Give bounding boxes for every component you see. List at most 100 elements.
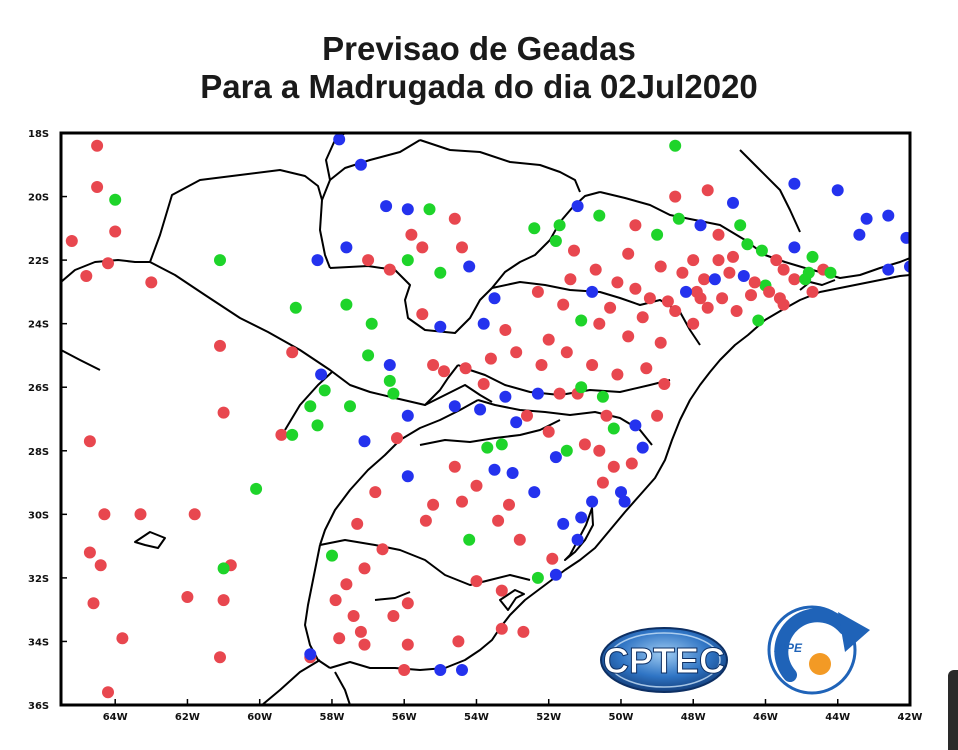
station-red-71 [513,533,526,546]
station-red-84 [593,444,606,457]
station-red-214 [448,212,461,225]
mar-chiquita-lagoon [134,531,166,549]
station-red-138 [687,317,700,330]
station-red-44 [340,578,353,591]
patos-lagoon [564,507,594,561]
station-red-160 [568,244,580,257]
station-red-215 [456,241,468,254]
station-red-18 [275,428,288,441]
station-green-17 [311,419,324,432]
station-green-206 [423,203,436,216]
lat-tick-label: 20S [28,193,49,204]
lon-tick-label: 52W [536,712,561,723]
longitude-axis: 64W 62W 60W 58W 56W 54W 52W 50W 48W 46W 44W 42W [103,699,922,723]
border-uruguay-inner [374,591,411,601]
station-blue-177 [831,184,844,197]
coast-rio-de-la-plata [329,274,910,671]
station-red-48 [347,610,360,622]
station-red-145 [788,273,801,286]
station-blue-76 [586,495,599,508]
station-red-70 [503,498,515,511]
station-green-21 [362,349,375,362]
cptec-logo: CPTEC [600,627,728,693]
station-red-166 [629,219,642,232]
station-blue-223 [358,435,371,448]
station-red-148 [654,260,667,273]
station-red-129 [593,317,606,330]
station-green-26 [365,317,378,330]
station-red-12 [83,435,96,448]
lat-tick-label: 32S [28,574,49,585]
station-red-46 [376,543,389,556]
station-blue-97 [531,387,544,400]
station-green-154 [755,244,768,257]
station-red-136 [636,311,649,324]
station-markers [65,133,910,699]
station-red-85 [607,460,620,473]
station-green-168 [672,212,685,225]
station-red-10 [214,339,226,352]
station-red-114 [535,359,548,371]
station-red-52 [387,610,400,622]
station-red-103 [651,409,664,422]
station-red-210 [383,263,396,276]
station-red-128 [654,336,667,349]
station-blue-104 [510,416,523,429]
station-blue-216 [463,260,476,273]
station-red-47 [329,594,342,607]
station-red-92 [369,486,382,499]
station-blue-204 [380,200,393,213]
station-red-155 [770,254,783,267]
station-red-0 [91,139,104,152]
station-green-209 [401,254,414,267]
station-green-167 [651,228,664,241]
station-blue-156 [788,241,801,254]
border-argentina-south [261,659,321,705]
station-blue-198 [586,285,599,298]
map-boundaries [61,133,910,705]
inpe-logo-text: INPE [774,641,803,655]
station-blue-191 [708,273,721,286]
station-blue-164 [571,200,584,213]
station-red-3 [65,235,78,247]
station-red-201 [687,254,700,267]
station-red-59 [495,622,508,635]
station-blue-75 [575,511,588,524]
lon-tick-label: 48W [681,712,706,723]
station-red-220 [427,359,440,371]
latitude-axis: 18S 20S 22S 24S 26S 28S 30S 32S 34S 36S [28,129,67,712]
mirim-lagoon [499,589,525,611]
station-green-25 [340,298,353,311]
lat-tick-label: 36S [28,701,49,712]
station-blue-178 [860,212,873,225]
station-blue-213 [311,254,324,267]
station-red-50 [333,632,346,645]
border-brazil-paraguay [329,265,493,334]
station-red-38 [116,632,129,645]
station-red-35 [181,591,194,603]
station-green-43 [326,549,338,562]
lon-tick-label: 62W [175,712,200,723]
station-blue-205 [401,203,414,216]
station-green-19 [286,428,299,441]
station-red-133 [611,276,624,289]
station-red-188 [748,276,761,289]
station-blue-56 [434,664,447,676]
station-red-39 [214,651,226,664]
station-red-135 [643,292,656,305]
station-blue-181 [853,228,866,241]
station-red-32 [94,559,107,572]
station-red-105 [521,409,533,422]
station-blue-57 [456,664,468,676]
lat-tick-label: 22S [28,256,49,267]
station-red-112 [484,352,497,365]
station-green-16 [304,400,317,413]
border-rs-uruguay [319,539,531,586]
station-red-196 [777,298,790,311]
station-red-66 [427,498,440,511]
station-red-1 [91,181,104,193]
station-red-9 [286,346,299,359]
station-red-107 [578,438,591,451]
station-red-142 [745,289,757,302]
station-red-60 [495,584,508,597]
